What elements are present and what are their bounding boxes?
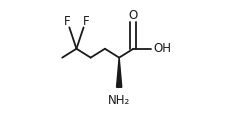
- Text: OH: OH: [153, 42, 171, 55]
- Text: O: O: [128, 9, 137, 22]
- Polygon shape: [116, 58, 121, 87]
- Text: NH₂: NH₂: [108, 94, 130, 107]
- Text: F: F: [64, 15, 70, 28]
- Text: F: F: [82, 15, 89, 28]
